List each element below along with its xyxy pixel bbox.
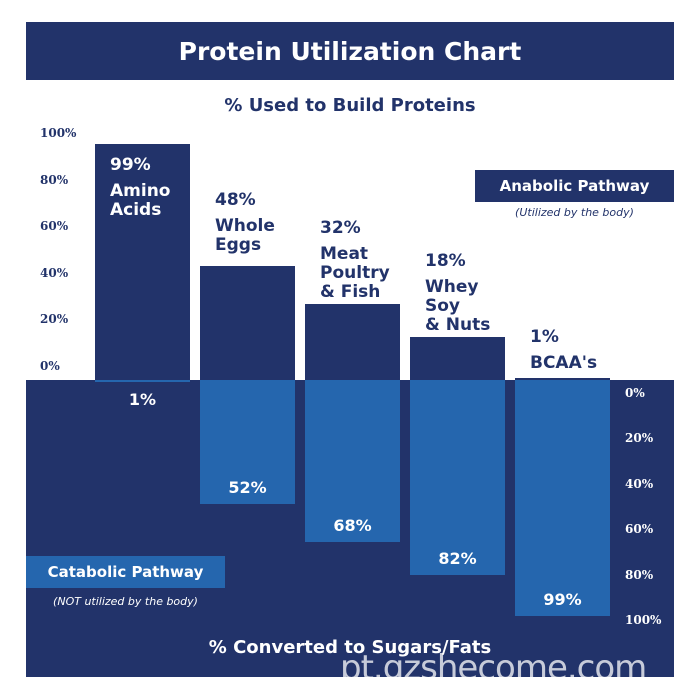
anabolic-bar	[305, 303, 400, 380]
anabolic-bar	[410, 337, 505, 380]
anabolic-value-label: 1%	[530, 326, 559, 347]
category-label: & Fish	[320, 281, 381, 302]
catabolic-value-label: 52%	[228, 477, 267, 497]
left-tick-label: 40%	[40, 265, 69, 280]
right-tick-label: 40%	[625, 476, 654, 491]
right-tick-label: 0%	[625, 386, 645, 400]
anabolic-value-label: 48%	[215, 189, 256, 210]
catabolic-bar	[305, 380, 400, 542]
category-label: Amino	[110, 181, 171, 202]
catabolic-value-label: 99%	[543, 589, 582, 609]
catabolic-value-label: 1%	[128, 390, 157, 410]
category-label: Whey	[425, 277, 479, 298]
left-tick-label: 20%	[40, 312, 69, 327]
anabolic-value-label: 99%	[110, 155, 151, 176]
right-tick-label: 80%	[625, 567, 654, 582]
category-label: Acids	[110, 200, 162, 221]
top-axis-label: % Used to Build Proteins	[224, 95, 476, 116]
category-label: Whole	[215, 215, 275, 236]
legend-anabolic-sub: (Utilized by the body)	[515, 206, 634, 219]
category-label: & Nuts	[425, 315, 491, 336]
catabolic-value-label: 68%	[333, 515, 372, 535]
category-label: Meat	[320, 243, 369, 264]
watermark: pt.gzshecome.com	[340, 648, 647, 688]
anabolic-bar	[200, 265, 295, 380]
chart-title: Protein Utilization Chart	[26, 22, 674, 80]
legend-catabolic-sub: (NOT utilized by the body)	[53, 595, 198, 608]
legend-anabolic: Anabolic Pathway	[475, 170, 674, 202]
category-label: Soy	[425, 296, 461, 317]
category-label: BCAA's	[530, 352, 598, 373]
catabolic-bar	[410, 380, 505, 576]
category-label: Poultry	[320, 262, 390, 283]
bottom-axis-label: % Converted to Sugars/Fats	[208, 637, 492, 658]
anabolic-bar	[515, 377, 610, 380]
catabolic-value-label: 82%	[438, 549, 477, 569]
left-tick-label: 60%	[40, 219, 69, 234]
right-tick-label: 60%	[625, 522, 654, 537]
catabolic-bar	[95, 380, 190, 383]
right-tick-label: 100%	[625, 613, 662, 627]
left-tick-label: 100%	[40, 126, 77, 140]
right-tick-label: 20%	[625, 431, 654, 446]
left-tick-label: 0%	[40, 359, 60, 373]
catabolic-bar	[515, 380, 610, 616]
anabolic-value-label: 32%	[320, 217, 361, 238]
catabolic-bar	[200, 380, 295, 504]
left-tick-label: 80%	[40, 172, 69, 187]
anabolic-bar	[95, 144, 190, 380]
anabolic-value-label: 18%	[425, 251, 466, 272]
category-label: Eggs	[215, 234, 262, 255]
legend-catabolic: Catabolic Pathway	[26, 556, 225, 588]
